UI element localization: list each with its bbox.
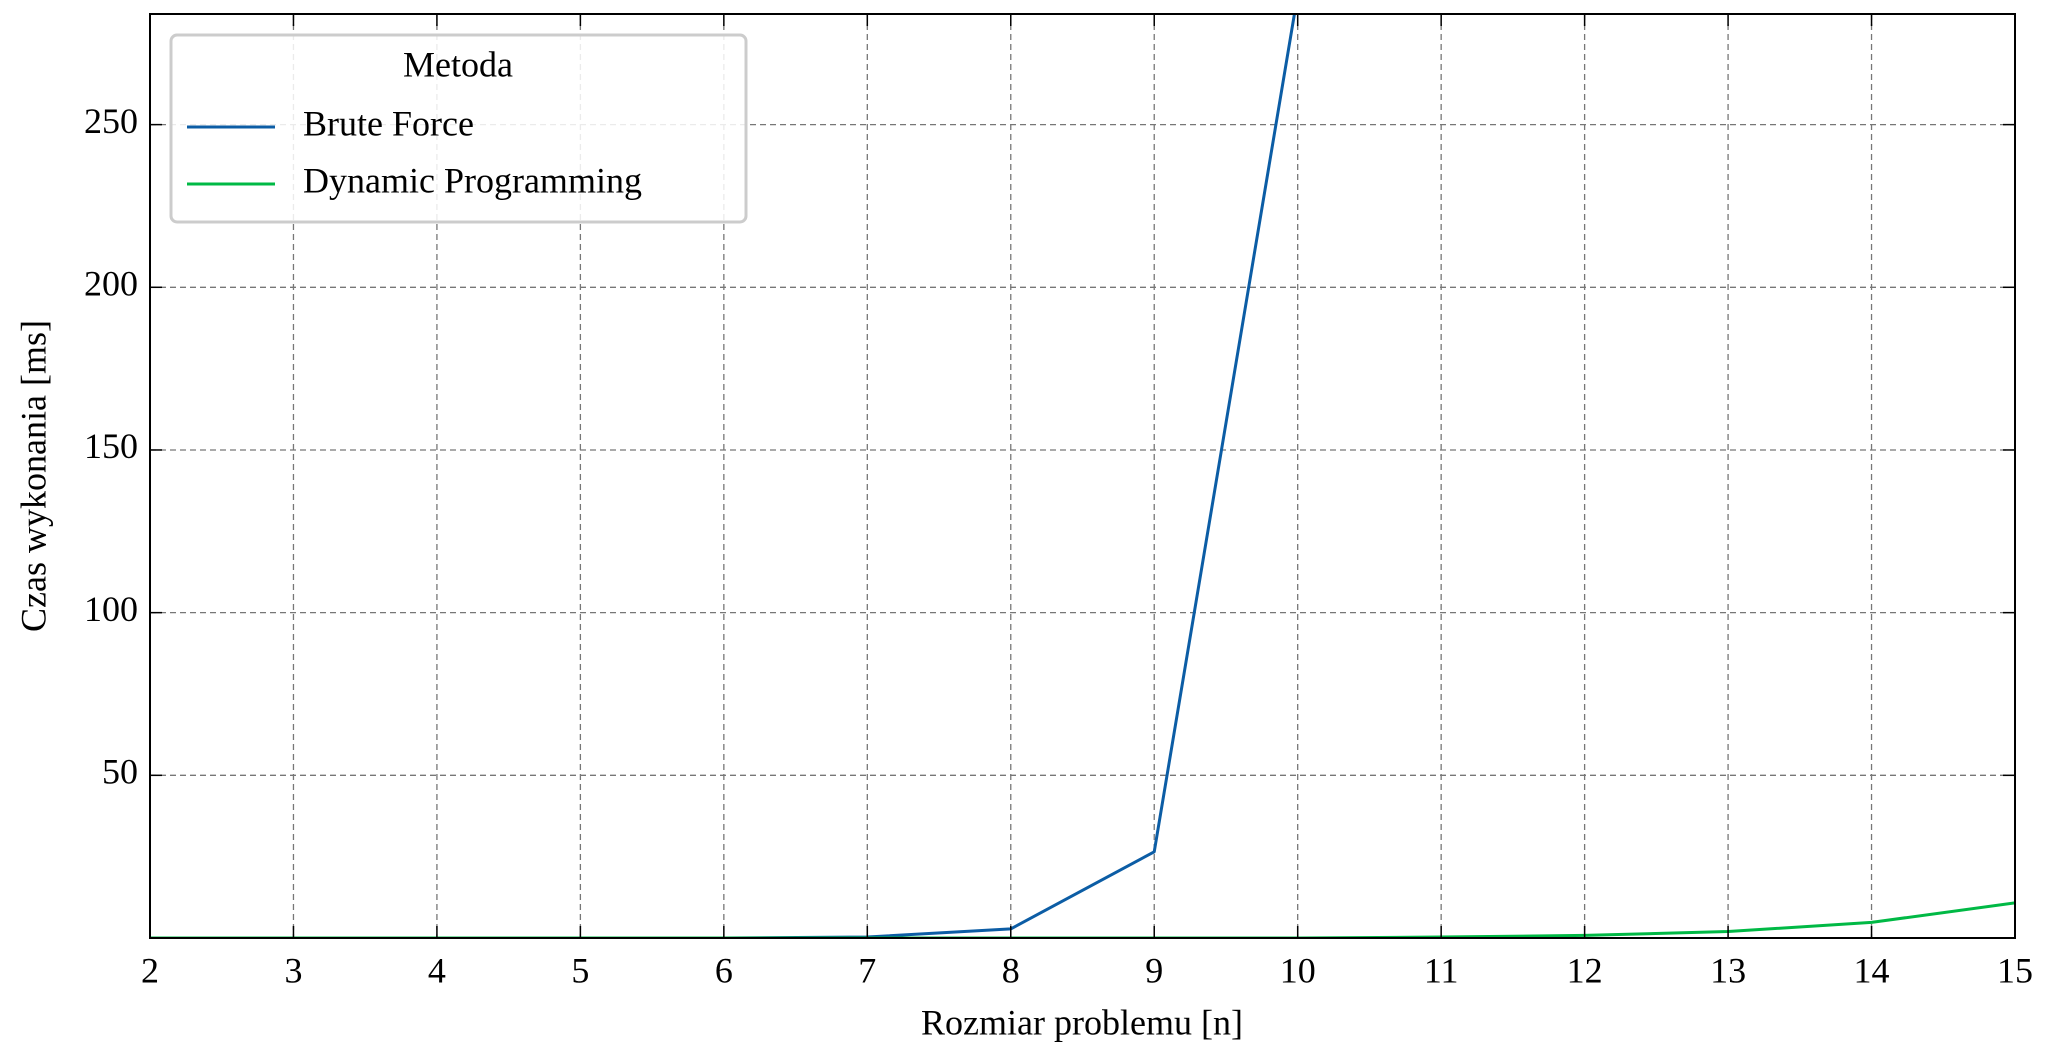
x-tick-label: 14 [1854,950,1890,990]
x-tick-label: 11 [1424,950,1459,990]
x-tick-label: 3 [284,950,302,990]
x-tick-label: 15 [1997,950,2033,990]
x-tick-label: 6 [715,950,733,990]
x-tick-label: 10 [1280,950,1316,990]
legend: Metoda Brute Force Dynamic Programming [169,33,748,224]
y-tick-label: 50 [102,752,138,792]
y-tick-label: 250 [84,101,138,141]
y-tick-label: 200 [84,264,138,304]
line-layer [150,14,2015,938]
plot-frame [149,13,2016,939]
x-axis-label: Rozmiar problemu [n] [921,1002,1243,1042]
x-tick-label: 4 [428,950,446,990]
y-tick-label: 100 [84,589,138,629]
series-line [150,14,1296,938]
x-tick-label: 2 [141,950,159,990]
legend-label: Dynamic Programming [303,160,642,200]
y-axis-label: Czas wykonania [ms] [13,320,53,632]
x-tick-label: 5 [571,950,589,990]
x-tick-label: 13 [1710,950,1746,990]
x-tick-label: 12 [1567,950,1603,990]
y-tick-label: 150 [84,426,138,466]
tick-layer: 2 3 4 5 6 7 8 9 10 11 12 13 14 15 50 100 150 200 250 [84,14,2033,990]
legend-title: Metoda [403,44,513,84]
series-line [150,901,2015,938]
legend-box [169,33,748,224]
x-tick-label: 9 [1145,950,1163,990]
x-tick-label: 8 [1002,950,1020,990]
x-tick-label: 7 [858,950,876,990]
legend-label: Brute Force [303,103,474,143]
